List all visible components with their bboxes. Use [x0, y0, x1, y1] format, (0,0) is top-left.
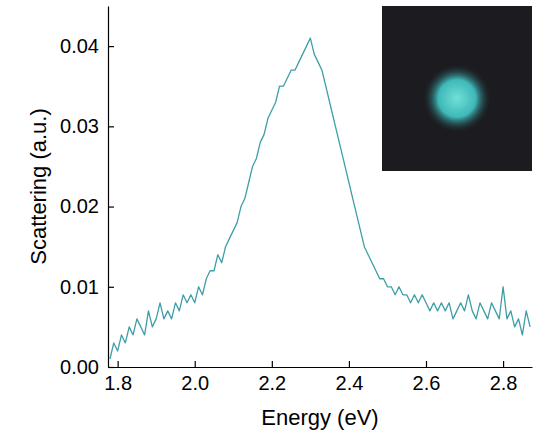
y-axis-line — [108, 7, 109, 368]
inset-image — [382, 6, 532, 171]
x-axis-title: Energy (eV) — [261, 405, 378, 430]
y-tick-mark — [108, 126, 114, 127]
x-axis-line — [109, 367, 533, 368]
x-tick-mark — [195, 361, 196, 367]
y-tick-mark — [108, 206, 114, 207]
x-axis: 1.8 2.0 2.2 2.4 2.6 2.8 — [104, 361, 532, 394]
x-tick-label: 2.8 — [490, 372, 518, 394]
y-tick: 0.00 — [60, 356, 114, 378]
y-axis: 0.00 0.01 0.02 0.03 0.04 — [60, 7, 114, 378]
y-tick: 0.03 — [60, 115, 114, 137]
marks — [110, 38, 530, 359]
x-tick: 2.6 — [413, 361, 441, 394]
x-tick-mark — [118, 361, 119, 367]
spectrum-line — [110, 38, 530, 359]
chart: 1.8 2.0 2.2 2.4 2.6 2.8 0.00 0.01 0.02 0.03 0.04 En… — [0, 0, 540, 439]
y-tick: 0.01 — [60, 276, 114, 298]
x-tick: 2.0 — [181, 361, 209, 394]
y-tick-label: 0.01 — [60, 276, 99, 298]
y-tick: 0.04 — [60, 35, 114, 57]
x-tick-label: 2.6 — [413, 372, 441, 394]
y-tick-label: 0.02 — [60, 195, 99, 217]
y-tick-label: 0.04 — [60, 35, 99, 57]
y-tick-label: 0.00 — [60, 356, 99, 378]
inset-spot — [423, 64, 491, 132]
x-tick-label: 2.0 — [181, 372, 209, 394]
x-tick: 2.4 — [336, 361, 364, 394]
plot: 1.8 2.0 2.2 2.4 2.6 2.8 0.00 0.01 0.02 0.03 0.04 En… — [26, 6, 532, 430]
x-tick-label: 2.2 — [258, 372, 286, 394]
y-tick-mark — [108, 46, 114, 47]
y-tick: 0.02 — [60, 195, 114, 217]
x-tick-label: 1.8 — [104, 372, 132, 394]
x-tick-label: 2.4 — [336, 372, 364, 394]
x-tick-mark — [426, 361, 427, 367]
x-tick: 2.2 — [258, 361, 286, 394]
y-tick-mark — [108, 287, 114, 288]
x-tick-mark — [272, 361, 273, 367]
y-tick-mark — [108, 367, 114, 368]
x-tick-mark — [503, 361, 504, 367]
x-tick: 2.8 — [490, 361, 518, 394]
inset-background — [382, 6, 532, 171]
y-axis-title: Scattering (a.u.) — [26, 108, 51, 265]
x-tick-mark — [349, 361, 350, 367]
y-tick-label: 0.03 — [60, 115, 99, 137]
